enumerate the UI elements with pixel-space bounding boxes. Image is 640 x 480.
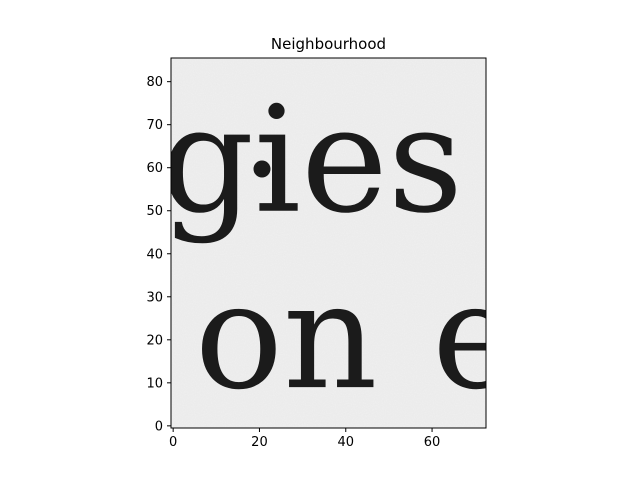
glyph-fragment: f bbox=[471, 0, 535, 82]
y-tick-label: 0 bbox=[155, 419, 163, 434]
chart-title: Neighbourhood bbox=[271, 35, 386, 53]
y-tick-label: 60 bbox=[146, 161, 163, 176]
x-tick-label: 40 bbox=[337, 435, 354, 450]
i-dot bbox=[253, 160, 271, 178]
glyph-fragment: e bbox=[432, 251, 519, 422]
y-tick-label: 30 bbox=[146, 290, 163, 305]
y-tick-label: 20 bbox=[146, 333, 163, 348]
y-tick-label: 40 bbox=[146, 247, 163, 262]
y-tick-label: 70 bbox=[146, 118, 163, 133]
y-tick-label: 80 bbox=[146, 75, 163, 90]
glyph-fragment: on bbox=[195, 251, 378, 422]
y-axis: 0 10 20 30 40 50 60 70 80 bbox=[146, 75, 171, 434]
x-tick-label: 0 bbox=[169, 435, 177, 450]
x-tick-label: 60 bbox=[424, 435, 441, 450]
x-tick-label: 20 bbox=[251, 435, 268, 450]
y-tick-label: 10 bbox=[146, 376, 163, 391]
glyph-fragment: Bu bbox=[264, 0, 466, 82]
x-axis: 0 20 40 60 bbox=[169, 428, 440, 450]
y-tick-label: 50 bbox=[146, 204, 163, 219]
axes-frame bbox=[170, 57, 487, 429]
paper-texture bbox=[171, 58, 486, 428]
glyph-fragment: gies bbox=[160, 75, 463, 246]
neighbourhood-image: onegiesBuf bbox=[160, 0, 535, 428]
